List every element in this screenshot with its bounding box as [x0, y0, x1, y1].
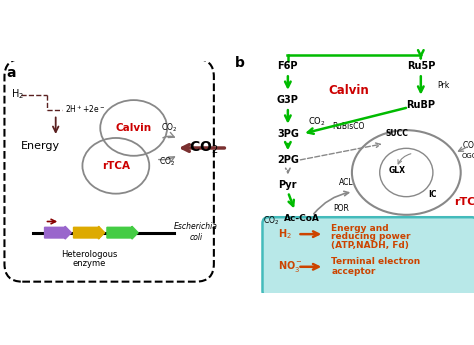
Text: enzyme: enzyme	[73, 259, 106, 268]
Text: SUCC: SUCC	[385, 129, 408, 138]
Text: Energy: Energy	[20, 141, 60, 151]
Text: 2PG: 2PG	[277, 155, 299, 165]
Text: ACL: ACL	[338, 178, 353, 187]
Text: rTCA: rTCA	[102, 161, 130, 171]
Text: CO$_2$: CO$_2$	[159, 155, 175, 168]
Text: Calvin: Calvin	[116, 123, 152, 133]
Text: Heterologous: Heterologous	[61, 250, 117, 259]
Text: Terminal electron: Terminal electron	[331, 257, 420, 266]
Text: Energy and: Energy and	[331, 224, 389, 233]
Text: reducing power: reducing power	[331, 232, 411, 241]
Text: rTCA: rTCA	[454, 197, 474, 207]
Text: CO$_2$: CO$_2$	[161, 122, 177, 134]
Text: CO$_2$: CO$_2$	[308, 116, 326, 128]
Text: Ru5P: Ru5P	[407, 61, 435, 71]
Text: CO$_2$: CO$_2$	[462, 140, 474, 152]
FancyArrow shape	[107, 226, 138, 239]
Text: G3P: G3P	[277, 95, 299, 105]
Text: a: a	[7, 66, 16, 80]
Text: b: b	[235, 57, 245, 70]
Text: POR: POR	[333, 204, 349, 213]
Text: 2H$^+$+2e$^-$: 2H$^+$+2e$^-$	[64, 103, 105, 115]
Text: 3PG: 3PG	[277, 129, 299, 139]
Text: Escherichia: Escherichia	[174, 221, 218, 230]
Text: H$_2$: H$_2$	[278, 227, 292, 241]
Text: CO$_2$: CO$_2$	[189, 140, 219, 156]
FancyBboxPatch shape	[263, 217, 474, 297]
Text: coli: coli	[190, 233, 202, 241]
Text: Prk: Prk	[438, 81, 450, 90]
FancyArrow shape	[73, 226, 105, 239]
Text: RuBP: RuBP	[406, 100, 435, 110]
Text: acceptor: acceptor	[331, 267, 376, 276]
Text: Ac-CoA: Ac-CoA	[284, 214, 320, 223]
Text: Calvin: Calvin	[328, 84, 369, 97]
FancyArrow shape	[45, 226, 71, 239]
Text: IC: IC	[428, 190, 437, 199]
Text: (ATP,NADH, Fd): (ATP,NADH, Fd)	[331, 240, 409, 249]
Text: Pyr: Pyr	[279, 180, 297, 190]
Text: RuBisCO: RuBisCO	[332, 122, 365, 131]
Text: OGOR: OGOR	[462, 152, 474, 159]
Text: GLX: GLX	[388, 166, 405, 175]
Text: F6P: F6P	[278, 61, 298, 71]
Text: NO$_3^-$: NO$_3^-$	[278, 259, 303, 274]
Text: CO$_2$: CO$_2$	[263, 215, 279, 227]
Text: H$_2$: H$_2$	[11, 88, 24, 101]
